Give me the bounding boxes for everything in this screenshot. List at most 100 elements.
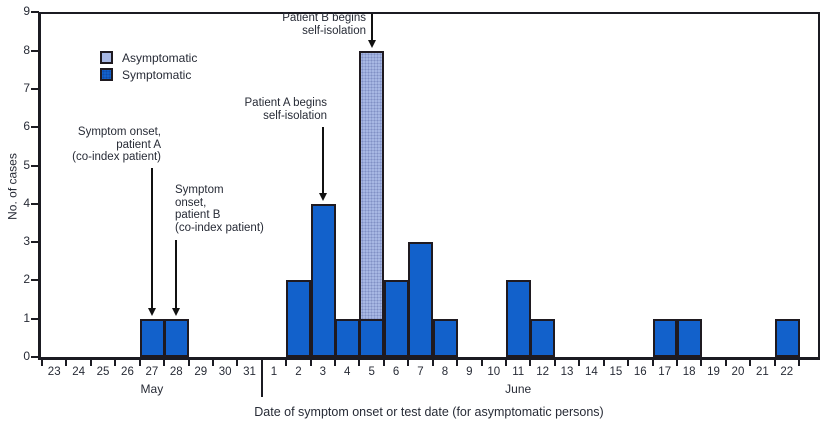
annotation-arrow-line (175, 240, 178, 309)
y-tick-label: 8 (23, 42, 30, 57)
month-label: June (505, 382, 532, 396)
x-tick (89, 360, 92, 366)
x-tick (309, 360, 312, 366)
x-tick-label: 5 (368, 366, 375, 378)
x-tick-label: 7 (417, 366, 424, 378)
x-tick-label: 6 (392, 366, 400, 378)
x-axis-title: Date of symptom onset or test date (for … (254, 405, 604, 419)
x-tick (602, 360, 605, 366)
x-tick-label: 11 (512, 366, 525, 378)
y-tick (31, 126, 39, 129)
x-tick (236, 360, 239, 366)
x-tick (749, 360, 752, 366)
x-tick (675, 360, 678, 366)
annotation-symptom-onset-patient-a: Symptom onset, patient A (co-index patient… (72, 126, 161, 164)
x-tick-label: 21 (755, 366, 769, 378)
annotation-arrow-line (150, 168, 153, 309)
annotation-arrow-line (321, 127, 324, 194)
x-tick-label: 2 (295, 366, 302, 378)
annotation-arrow-head-icon (367, 39, 376, 48)
y-tick (31, 202, 39, 205)
annotation-text: self-isolation (302, 24, 366, 37)
y-tick-label: 7 (23, 80, 30, 95)
bar-segment-symptomatic (652, 318, 678, 357)
x-tick (798, 360, 801, 366)
x-tick-label: 29 (194, 366, 208, 378)
x-tick-label: 20 (731, 366, 745, 378)
bar-segment-symptomatic (286, 280, 312, 357)
x-tick (358, 360, 361, 366)
x-tick-label: 16 (633, 366, 647, 378)
x-tick (334, 360, 337, 366)
x-tick (651, 360, 654, 366)
x-tick-label: 12 (536, 366, 549, 378)
x-tick-label: 13 (560, 366, 574, 378)
y-tick (31, 241, 39, 244)
x-tick-label: 15 (609, 366, 623, 378)
y-tick (31, 49, 39, 52)
annotation-text: Patient B begins (282, 12, 366, 24)
annotation-text: patient A (116, 138, 161, 151)
x-tick (211, 360, 214, 366)
x-tick (431, 360, 434, 366)
x-tick (773, 360, 776, 366)
x-tick-label: 14 (585, 366, 598, 378)
y-tick (31, 317, 39, 320)
x-tick (163, 360, 166, 366)
bar-segment-symptomatic (408, 242, 434, 357)
y-tick-label: 0 (23, 349, 30, 363)
annotation-arrow-line (370, 14, 373, 41)
y-tick-label: 9 (23, 4, 30, 19)
x-tick-label: 30 (218, 366, 232, 378)
bar-segment-asymptomatic (359, 50, 385, 321)
y-tick (31, 279, 39, 282)
y-tick (31, 164, 39, 167)
x-tick-label: 24 (72, 366, 85, 378)
x-tick (41, 360, 43, 366)
x-tick (529, 360, 532, 366)
annotation-text: (co-index patient) (72, 151, 161, 163)
y-tick-label: 3 (23, 234, 30, 249)
annotation-text: Patient A begins (244, 97, 327, 109)
x-tick-label: 25 (96, 366, 110, 378)
y-tick-label: 4 (23, 195, 30, 210)
x-tick-label: 23 (47, 366, 61, 378)
annotation-text: onset, (175, 196, 207, 209)
annotation-text: Symptom onset, (77, 126, 161, 138)
bar-segment-symptomatic (310, 203, 336, 357)
x-tick (480, 360, 483, 366)
bar-segment-symptomatic (359, 318, 385, 357)
x-tick-label: 31 (243, 366, 256, 378)
y-tick-label: 1 (23, 310, 30, 325)
legend: Asymptomatic Symptomatic (100, 49, 197, 83)
annotation-text: (co-index patient) (175, 221, 264, 234)
y-tick (31, 11, 39, 14)
x-tick-label: 17 (658, 366, 672, 378)
legend-item-asymptomatic: Asymptomatic (100, 49, 197, 66)
symptomatic-swatch-icon (100, 68, 113, 81)
x-tick-label: 9 (466, 366, 473, 378)
x-tick (700, 360, 703, 366)
annotation-patient-a-begins-self-isolation: Patient A begins self-isolation (245, 97, 327, 122)
x-tick (65, 360, 68, 366)
x-tick-label: 28 (169, 366, 183, 378)
x-tick-label: 19 (707, 366, 720, 378)
bar-segment-symptomatic (530, 318, 556, 357)
annotation-arrow-head-icon (172, 307, 181, 316)
x-tick (456, 360, 459, 366)
x-tick-label: 10 (487, 366, 501, 378)
bar-segment-symptomatic (164, 318, 189, 357)
y-tick-label: 5 (23, 157, 30, 172)
x-tick (138, 360, 141, 366)
x-tick (187, 360, 190, 366)
asymptomatic-swatch-icon (100, 51, 113, 64)
bar-segment-symptomatic (383, 280, 409, 357)
y-tick-label: 6 (23, 119, 30, 134)
x-tick-label: 4 (344, 366, 351, 378)
bar-segment-symptomatic (774, 318, 800, 357)
x-tick (285, 360, 288, 366)
annotation-arrow-head-icon (147, 307, 156, 316)
month-label: May (140, 382, 164, 396)
annotation-patient-b-begins-self-isolation: Patient B begins self-isolation (282, 12, 366, 37)
